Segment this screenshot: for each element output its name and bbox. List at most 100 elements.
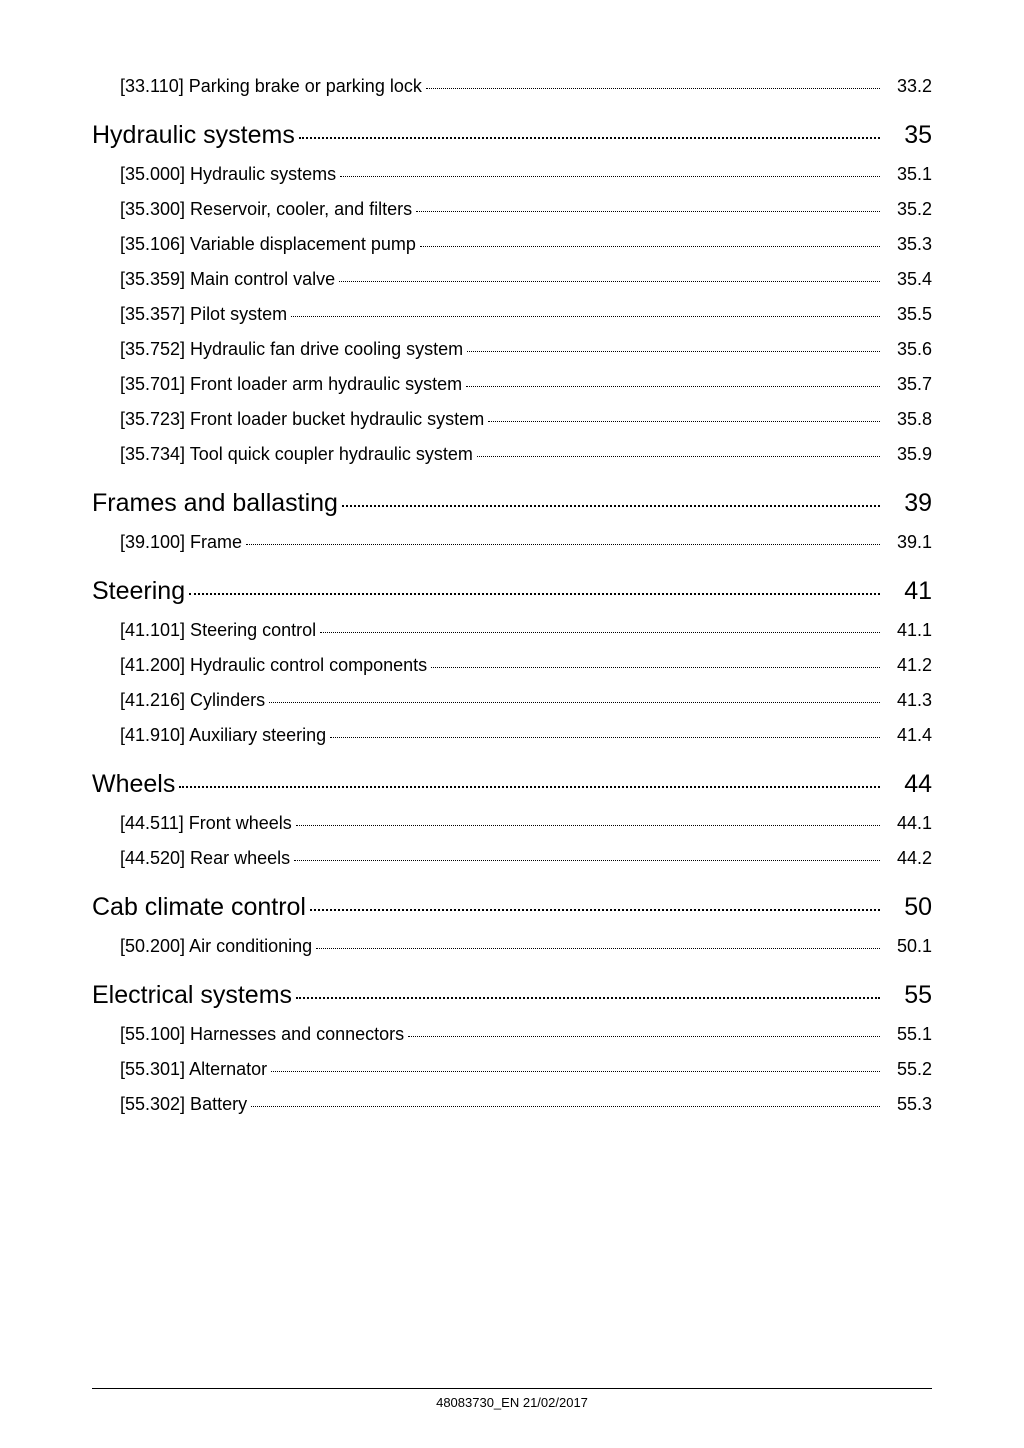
toc-entry-page: 35.4 <box>884 269 932 290</box>
toc-entry-label: [35.723] Front loader bucket hydraulic s… <box>120 409 484 430</box>
dot-leader <box>296 825 880 826</box>
toc-sub-row: [44.520] Rear wheels 44.2 <box>92 848 932 869</box>
toc-sub-row: [44.511] Front wheels44.1 <box>92 813 932 834</box>
toc-section-row: Cab climate control 50 <box>92 893 932 922</box>
toc-entry-page: 44 <box>884 770 932 799</box>
dot-leader <box>408 1036 880 1037</box>
dot-leader <box>189 593 880 595</box>
toc-entry-page: 35.9 <box>884 444 932 465</box>
toc-entry-label: [39.100] Frame <box>120 532 242 553</box>
toc-entry-label: Wheels <box>92 770 175 799</box>
toc-sub-row: [33.110] Parking brake or parking lock 33… <box>92 76 932 97</box>
toc-entry-page: 50 <box>884 893 932 922</box>
dot-leader <box>299 137 880 139</box>
toc-sub-row: [35.734] Tool quick coupler hydraulic sy… <box>92 444 932 465</box>
toc-entry-label: [41.910] Auxiliary steering <box>120 725 326 746</box>
toc-sub-row: [55.100] Harnesses and connectors 55.1 <box>92 1024 932 1045</box>
toc-entry-label: [44.511] Front wheels <box>120 813 292 834</box>
toc-sub-row: [35.357] Pilot system 35.5 <box>92 304 932 325</box>
toc-entry-label: [44.520] Rear wheels <box>120 848 290 869</box>
page-footer: 48083730_EN 21/02/2017 <box>92 1388 932 1410</box>
toc-entry-label: [41.200] Hydraulic control components <box>120 655 427 676</box>
toc-entry-page: 41.2 <box>884 655 932 676</box>
dot-leader <box>316 948 880 949</box>
toc-entry-label: [35.300] Reservoir, cooler, and filters <box>120 199 412 220</box>
toc-sub-row: [39.100] Frame 39.1 <box>92 532 932 553</box>
dot-leader <box>320 632 880 633</box>
toc-entry-label: [55.301] Alternator <box>120 1059 267 1080</box>
toc-entry-label: Frames and ballasting <box>92 489 338 518</box>
toc-entry-label: Hydraulic systems <box>92 121 295 150</box>
toc-section-row: Hydraulic systems35 <box>92 121 932 150</box>
dot-leader <box>488 421 880 422</box>
dot-leader <box>330 737 880 738</box>
toc-entry-page: 44.2 <box>884 848 932 869</box>
dot-leader <box>340 176 880 177</box>
dot-leader <box>296 997 880 999</box>
toc-entry-page: 35.3 <box>884 234 932 255</box>
toc-sub-row: [55.302] Battery 55.3 <box>92 1094 932 1115</box>
dot-leader <box>310 909 880 911</box>
toc-sub-row: [41.216] Cylinders 41.3 <box>92 690 932 711</box>
toc-sub-row: [41.910] Auxiliary steering41.4 <box>92 725 932 746</box>
toc-entry-label: [35.000] Hydraulic systems <box>120 164 336 185</box>
toc-entry-page: 55.2 <box>884 1059 932 1080</box>
toc-sub-row: [35.723] Front loader bucket hydraulic s… <box>92 409 932 430</box>
toc-entry-label: [41.101] Steering control <box>120 620 316 641</box>
toc-entry-page: 35.6 <box>884 339 932 360</box>
dot-leader <box>271 1071 880 1072</box>
toc-sub-row: [35.359] Main control valve35.4 <box>92 269 932 290</box>
toc-sub-row: [35.300] Reservoir, cooler, and filters 3… <box>92 199 932 220</box>
toc-entry-label: [35.701] Front loader arm hydraulic syst… <box>120 374 462 395</box>
toc-entry-page: 41 <box>884 577 932 606</box>
dot-leader <box>416 211 880 212</box>
dot-leader <box>467 351 880 352</box>
toc-entry-label: Electrical systems <box>92 981 292 1010</box>
toc-entry-label: [55.302] Battery <box>120 1094 247 1115</box>
toc-entry-label: Steering <box>92 577 185 606</box>
toc-entry-page: 35.7 <box>884 374 932 395</box>
toc-entry-page: 39 <box>884 489 932 518</box>
toc-section-row: Steering 41 <box>92 577 932 606</box>
toc-sub-row: [35.106] Variable displacement pump35.3 <box>92 234 932 255</box>
toc-entry-page: 50.1 <box>884 936 932 957</box>
toc-entry-label: [55.100] Harnesses and connectors <box>120 1024 404 1045</box>
toc-entry-label: [35.357] Pilot system <box>120 304 287 325</box>
toc-entry-page: 55.1 <box>884 1024 932 1045</box>
dot-leader <box>294 860 880 861</box>
toc-sub-row: [35.701] Front loader arm hydraulic syst… <box>92 374 932 395</box>
dot-leader <box>251 1106 880 1107</box>
toc-entry-page: 35.8 <box>884 409 932 430</box>
toc-entry-page: 33.2 <box>884 76 932 97</box>
toc-entry-label: [50.200] Air conditioning <box>120 936 312 957</box>
toc-entry-page: 55 <box>884 981 932 1010</box>
toc-entry-page: 41.3 <box>884 690 932 711</box>
dot-leader <box>420 246 880 247</box>
dot-leader <box>291 316 880 317</box>
toc-section-row: Electrical systems 55 <box>92 981 932 1010</box>
dot-leader <box>179 786 880 788</box>
toc-section-row: Frames and ballasting 39 <box>92 489 932 518</box>
toc-entry-label: [35.734] Tool quick coupler hydraulic sy… <box>120 444 473 465</box>
toc-entry-label: [35.752] Hydraulic fan drive cooling sys… <box>120 339 463 360</box>
dot-leader <box>269 702 880 703</box>
toc-section-row: Wheels 44 <box>92 770 932 799</box>
toc-entry-page: 39.1 <box>884 532 932 553</box>
toc-sub-row: [41.200] Hydraulic control components 41.… <box>92 655 932 676</box>
toc-entry-page: 35.2 <box>884 199 932 220</box>
toc-entry-label: [33.110] Parking brake or parking lock <box>120 76 422 97</box>
toc-sub-row: [41.101] Steering control41.1 <box>92 620 932 641</box>
toc-entry-page: 55.3 <box>884 1094 932 1115</box>
dot-leader <box>477 456 880 457</box>
dot-leader <box>342 505 880 507</box>
toc-sub-row: [55.301] Alternator 55.2 <box>92 1059 932 1080</box>
toc-sub-row: [35.752] Hydraulic fan drive cooling sys… <box>92 339 932 360</box>
toc-entry-label: Cab climate control <box>92 893 306 922</box>
toc-entry-page: 35.5 <box>884 304 932 325</box>
footer-text: 48083730_EN 21/02/2017 <box>436 1395 588 1410</box>
toc-entry-label: [41.216] Cylinders <box>120 690 265 711</box>
dot-leader <box>466 386 880 387</box>
dot-leader <box>246 544 880 545</box>
dot-leader <box>431 667 880 668</box>
toc-sub-row: [50.200] Air conditioning 50.1 <box>92 936 932 957</box>
